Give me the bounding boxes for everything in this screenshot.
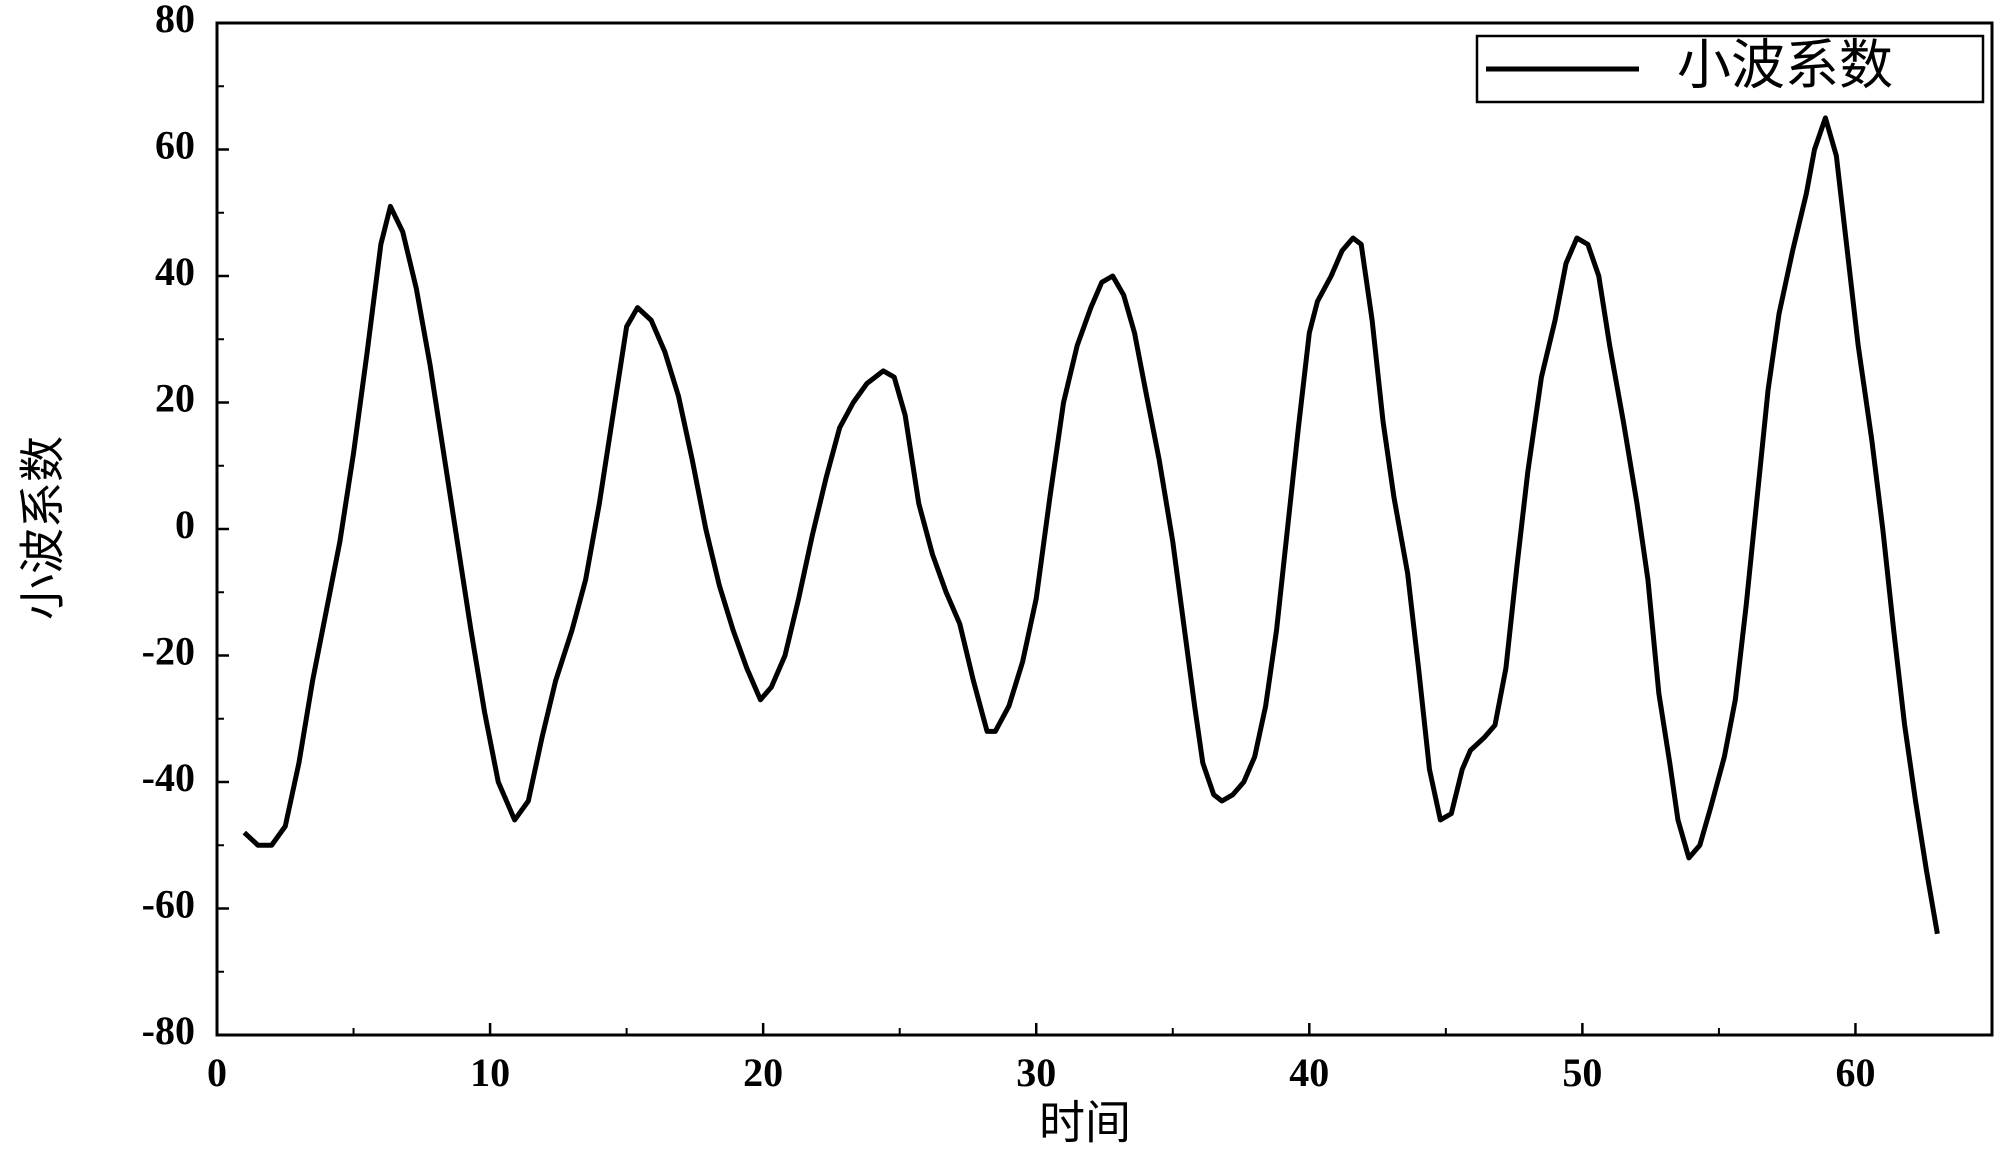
y-tick-label: -20	[142, 629, 195, 674]
y-axis-title: 小波系数	[18, 436, 69, 620]
x-tick-label: 60	[1835, 1050, 1875, 1095]
x-tick-label: 30	[1016, 1050, 1056, 1095]
x-tick-label: 20	[743, 1050, 783, 1095]
x-tick-label: 0	[207, 1050, 227, 1095]
y-tick-label: -80	[142, 1008, 195, 1053]
x-axis-title: 时间	[1039, 1098, 1131, 1149]
y-tick-label: -40	[142, 755, 195, 800]
legend-label: 小波系数	[1677, 35, 1893, 95]
x-tick-label: 50	[1562, 1050, 1602, 1095]
y-tick-label: 0	[175, 502, 195, 547]
x-tick-label: 40	[1289, 1050, 1329, 1095]
y-tick-label: 40	[155, 249, 195, 294]
y-tick-label: -60	[142, 882, 195, 927]
x-tick-label: 10	[470, 1050, 510, 1095]
y-tick-label: 60	[155, 123, 195, 168]
y-tick-label: 20	[155, 376, 195, 421]
plot-frame	[215, 21, 1994, 1037]
data-line	[242, 115, 1940, 935]
y-tick-label: 80	[155, 0, 195, 41]
